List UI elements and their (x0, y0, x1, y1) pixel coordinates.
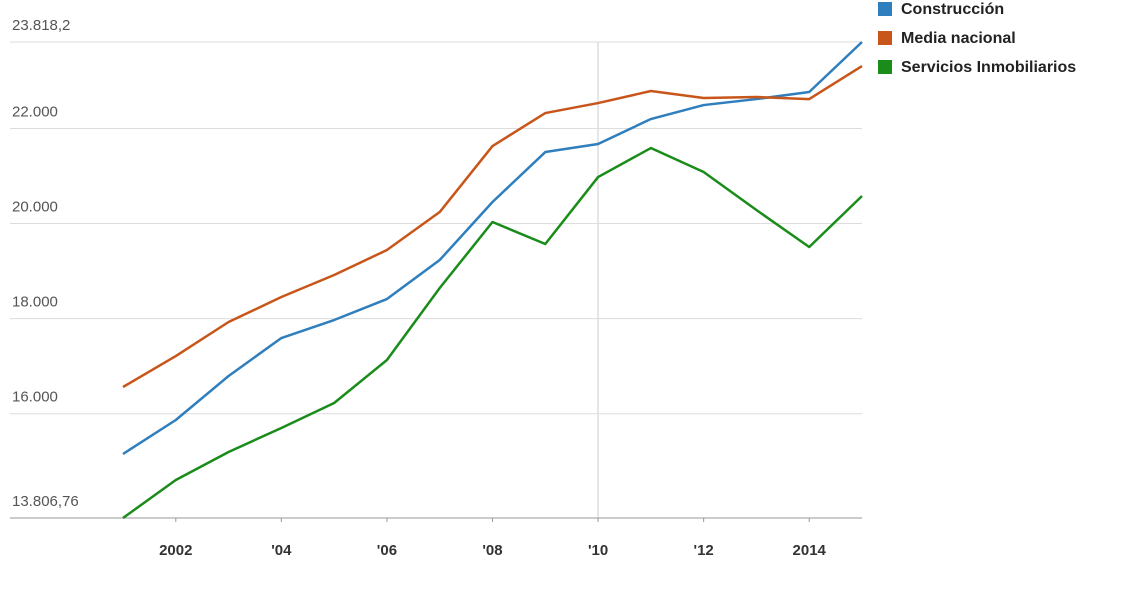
x-tick-label: '04 (271, 542, 292, 559)
y-tick-label: 18.000 (12, 294, 58, 311)
x-tick-label: '08 (482, 542, 502, 559)
y-tick-label: 13.806,76 (12, 493, 79, 510)
x-tick-label: '06 (377, 542, 397, 559)
y-tick-label: 23.818,2 (12, 17, 70, 34)
series-line (122, 64, 863, 389)
legend-swatch (878, 31, 892, 45)
series-line (122, 146, 863, 520)
legend-swatch (878, 60, 892, 74)
legend-label: Media nacional (901, 30, 1016, 47)
x-tick-label: '10 (588, 542, 608, 559)
series-line (122, 41, 863, 456)
x-tick-label: '12 (694, 542, 714, 559)
x-tick-label: 2014 (793, 542, 827, 559)
y-tick-label: 22.000 (12, 103, 58, 120)
y-tick-label: 20.000 (12, 199, 58, 216)
legend-swatch (878, 2, 892, 16)
x-tick-label: 2002 (159, 542, 192, 559)
legend-label: Construcción (901, 1, 1004, 18)
y-tick-label: 16.000 (12, 389, 58, 406)
legend-label: Servicios Inmobiliarios (901, 59, 1076, 76)
